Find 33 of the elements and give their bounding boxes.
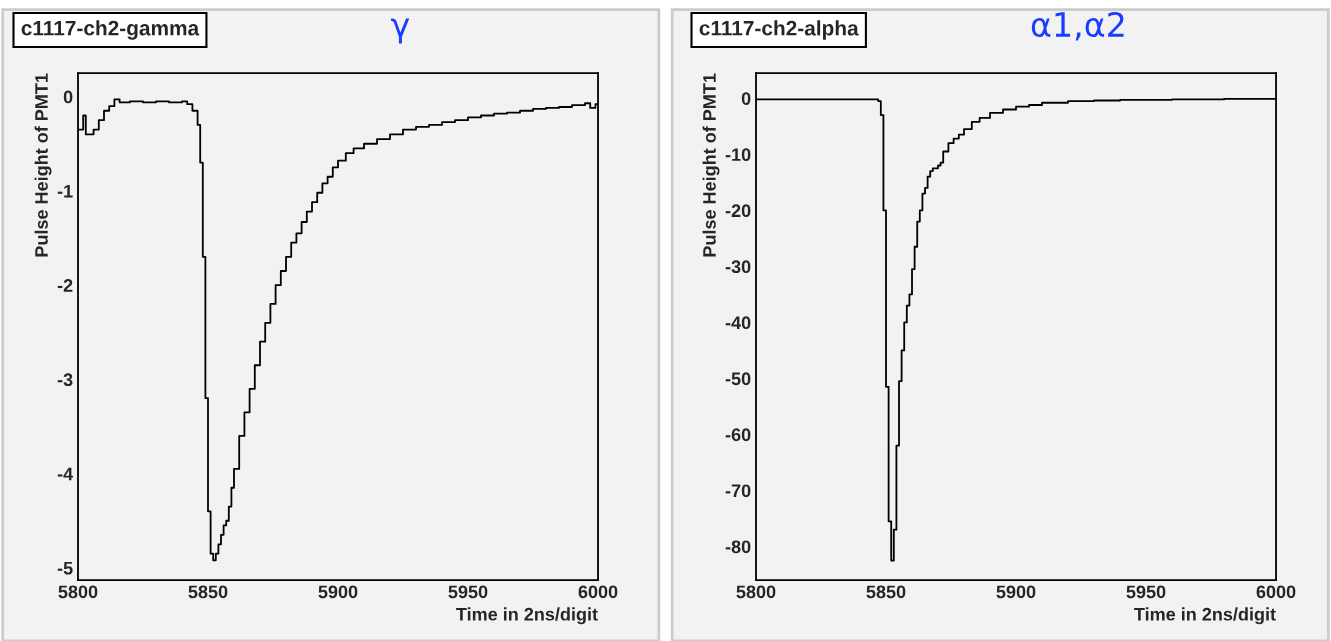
text: γ bbox=[391, 18, 410, 44]
y-tick-label: 0 bbox=[741, 92, 751, 106]
y-tick-label: 0 bbox=[63, 90, 73, 104]
x-axis-title: Time in 2ns/digit bbox=[456, 607, 598, 625]
y-tick-label: -50 bbox=[725, 372, 751, 386]
y-tick-label: -5 bbox=[57, 561, 73, 575]
y-tick-label: -80 bbox=[725, 540, 751, 554]
y-tick-label: -70 bbox=[725, 484, 751, 498]
x-tick-label: 5800 bbox=[58, 585, 98, 599]
chart-title: c1117-ch2-alpha bbox=[699, 20, 859, 40]
y-axis-title: Pulse Height of PMT1 bbox=[34, 73, 52, 257]
x-tick-label: 6000 bbox=[578, 585, 618, 599]
x-tick-label: 5850 bbox=[866, 585, 906, 599]
y-tick-label: -30 bbox=[725, 260, 751, 274]
y-axis-title: Pulse Height of PMT1 bbox=[702, 73, 720, 257]
y-tick-label: -20 bbox=[725, 204, 751, 218]
y-tick-label: -10 bbox=[725, 148, 751, 162]
y-tick-label: -40 bbox=[725, 316, 751, 330]
y-tick-label: -2 bbox=[57, 279, 73, 292]
y-tick-label: -1 bbox=[57, 185, 73, 198]
x-axis-title: Time in 2ns/digit bbox=[1134, 607, 1276, 625]
chart-title: c1117-ch2-gamma bbox=[21, 20, 200, 40]
x-tick-label: 5950 bbox=[1126, 585, 1166, 599]
y-tick-label: -60 bbox=[725, 428, 751, 442]
x-tick-label: 6000 bbox=[1256, 585, 1296, 599]
x-tick-label: 5800 bbox=[736, 585, 776, 599]
x-tick-label: 5900 bbox=[318, 585, 358, 599]
x-tick-label: 5950 bbox=[448, 585, 488, 599]
x-tick-label: 5900 bbox=[996, 585, 1036, 599]
y-tick-label: -4 bbox=[57, 467, 74, 481]
y-tick-label: -3 bbox=[57, 373, 73, 387]
x-tick-label: 5850 bbox=[188, 585, 228, 599]
text: α1,α2 bbox=[1031, 11, 1124, 41]
